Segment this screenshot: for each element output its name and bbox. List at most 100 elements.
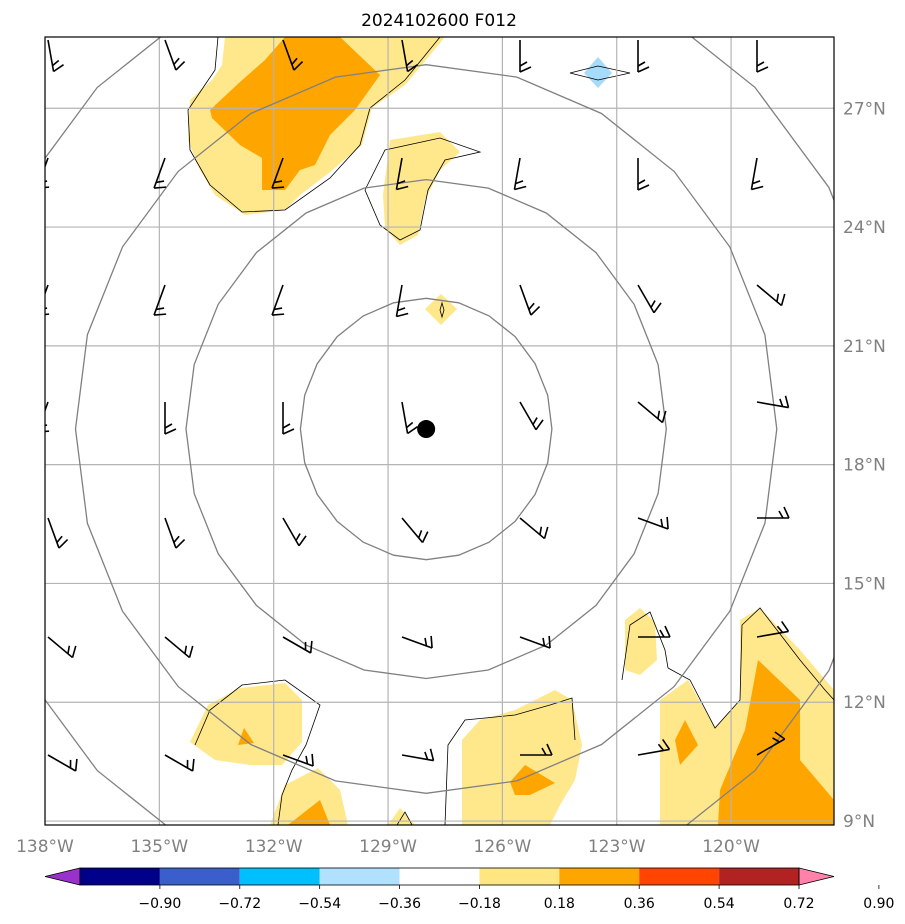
- wind-barb: [45, 401, 50, 433]
- longitude-tick-label: 120°W: [702, 837, 760, 857]
- colorbar-segment: [159, 868, 240, 885]
- contour-line: [621, 607, 834, 729]
- shaded-region-se-small: [625, 608, 657, 675]
- wind-barb: [519, 517, 549, 540]
- wind-barb: [756, 731, 786, 756]
- latitude-tick-label: 15°N: [843, 574, 886, 594]
- shaded-region-s: [270, 768, 348, 825]
- wind-barb: [757, 506, 790, 519]
- shaded-field-layer: [188, 37, 834, 825]
- colorbar-tick-label: 0.54: [704, 896, 735, 912]
- wind-barb: [271, 157, 285, 189]
- colorbar-tick-label: −0.90: [138, 896, 181, 912]
- wind-barb: [282, 39, 304, 71]
- latitude-tick-label: 27°N: [843, 99, 886, 119]
- shaded-region-s-core: [288, 800, 330, 825]
- latitude-axis-labels: 9°N 12°N 15°N 18°N 21°N 24°N 27°N: [843, 99, 886, 832]
- wind-barb: [47, 517, 69, 549]
- shaded-region-nw-core: [210, 37, 380, 190]
- colorbar-tick-label: 0.36: [624, 896, 655, 912]
- wind-barb: [519, 401, 544, 431]
- wind-barb: [282, 517, 307, 547]
- range-ring: [185, 178, 667, 680]
- wind-barb: [164, 754, 195, 772]
- contour-line-layer: [187, 37, 834, 825]
- wind-barb-layer: [45, 39, 790, 772]
- longitude-tick-label: 126°W: [474, 837, 532, 857]
- wind-barb: [519, 284, 541, 316]
- colorbar-tick-label: −0.18: [458, 896, 501, 912]
- wind-barb: [637, 739, 671, 756]
- colorbar-segment: [639, 868, 720, 885]
- longitude-tick-label: 135°W: [130, 837, 188, 857]
- wind-barb: [45, 284, 50, 316]
- colorbar-segment: [559, 868, 640, 885]
- colorbar-tick-label: 0.72: [783, 896, 814, 912]
- shaded-region-south: [462, 690, 582, 825]
- colorbar-segment: [399, 868, 480, 885]
- wind-barb: [750, 157, 764, 191]
- latitude-tick-label: 9°N: [843, 812, 875, 832]
- wind-barb: [756, 40, 769, 73]
- wind-barb: [519, 40, 532, 73]
- colorbar-tick-label: −0.72: [218, 896, 261, 912]
- wind-barb: [47, 754, 78, 772]
- wind-barb: [153, 284, 167, 316]
- storm-center-marker: [417, 420, 436, 439]
- colorbar-segment: [719, 868, 799, 885]
- latitude-tick-label: 18°N: [843, 456, 886, 476]
- wind-barb: [395, 157, 409, 191]
- map-panel: [44, 36, 835, 826]
- longitude-tick-label: 123°W: [588, 837, 646, 857]
- wind-barb: [282, 402, 295, 435]
- figure-title: 2024102600 F012: [361, 11, 517, 31]
- wind-barb: [401, 635, 433, 649]
- wind-barb: [164, 402, 177, 435]
- colorbar-segment: [479, 868, 560, 885]
- wind-barb: [756, 395, 790, 409]
- range-rings: [45, 37, 834, 825]
- longitude-tick-label: 129°W: [359, 837, 417, 857]
- wind-barb: [401, 517, 429, 544]
- wind-barb: [153, 157, 167, 189]
- colorbar-extend-low: [44, 867, 81, 886]
- colorbar-tick-label: 0.90: [863, 896, 894, 912]
- colorbar-tick-label: 0.18: [544, 896, 575, 912]
- shaded-region-se-core-small: [675, 720, 698, 765]
- wind-barb: [401, 748, 435, 762]
- contour-line: [364, 137, 482, 241]
- shaded-region-south-core: [510, 765, 555, 795]
- colorbar-segment: [239, 868, 320, 885]
- contour-line: [187, 37, 441, 213]
- contour-line: [439, 301, 445, 319]
- wind-barb: [164, 517, 186, 549]
- wind-barb: [47, 636, 77, 659]
- wind-barb: [520, 743, 553, 756]
- latitude-tick-label: 24°N: [843, 218, 886, 238]
- latitude-tick-label: 12°N: [843, 693, 886, 713]
- wind-barb: [45, 157, 50, 189]
- contour-line: [444, 697, 576, 825]
- colorbar-segment: [319, 868, 400, 885]
- wind-barb: [519, 635, 551, 649]
- wind-barb: [282, 636, 313, 654]
- wind-barb: [637, 158, 650, 191]
- wind-barb: [395, 284, 409, 318]
- longitude-tick-label: 138°W: [16, 837, 74, 857]
- wind-barb: [401, 401, 418, 435]
- wind-barb: [756, 621, 790, 638]
- wind-barb: [637, 40, 650, 73]
- shaded-region-sw-core: [238, 728, 254, 745]
- longitude-axis-labels: 138°W 135°W 132°W 129°W 126°W 123°W 120°W: [16, 837, 760, 857]
- range-ring: [74, 64, 778, 794]
- wind-barb: [164, 39, 186, 71]
- wind-barb: [637, 516, 669, 530]
- wind-barb: [756, 284, 786, 307]
- wind-barb: [47, 39, 64, 73]
- graticule: [45, 37, 834, 825]
- wind-barb: [637, 401, 667, 424]
- wind-barb: [164, 636, 194, 659]
- wind-barb: [513, 157, 527, 191]
- colorbar-tick-label: −0.36: [378, 896, 421, 912]
